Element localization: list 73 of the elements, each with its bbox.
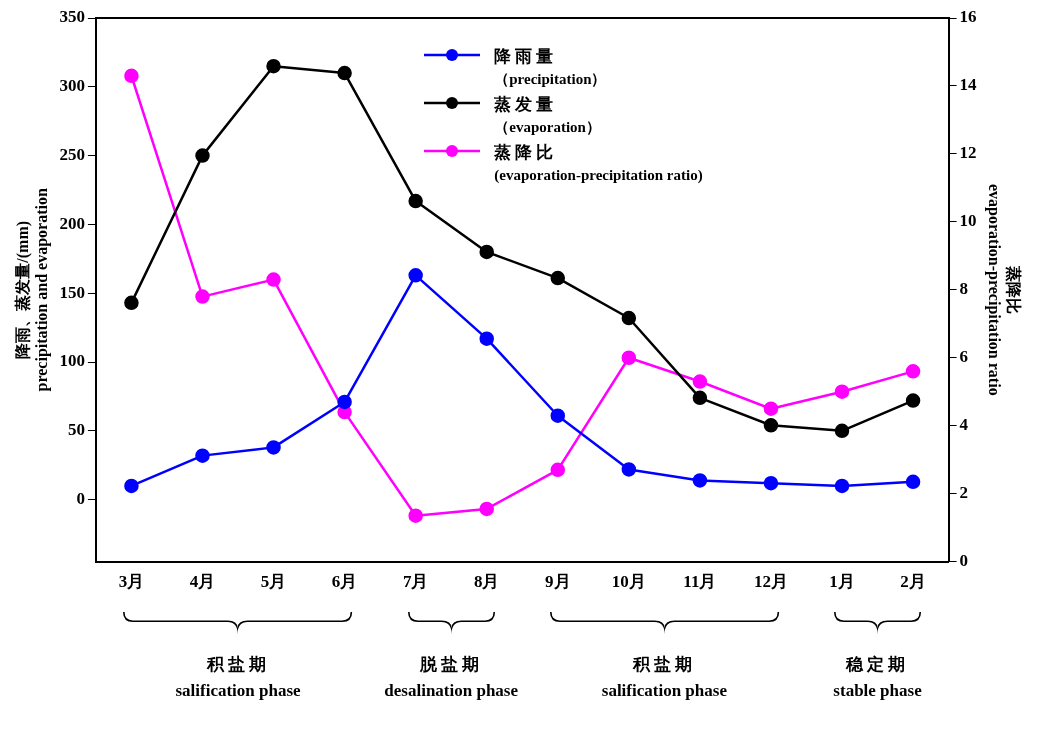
x-tick-label: 11月 [683,572,717,592]
point [195,289,210,304]
x-tick-label: 5月 [260,572,287,592]
point [195,448,210,463]
point [479,501,494,517]
x-tick-label: 10月 [611,572,646,592]
point [124,478,139,494]
point [905,474,921,490]
text: 积盐期 salification phase [601,653,727,702]
y2-tick-label: 6 [959,347,969,367]
y-tick-label: 350 [59,7,85,27]
point [692,390,708,406]
x-tick-label: 2月 [900,572,926,592]
point [834,423,850,439]
point [763,401,779,416]
legend-label: 蒸降比 (evaporation-precipitation ratio) [494,142,703,185]
y2-tick-label: 2 [959,483,969,503]
point [195,148,210,163]
point [124,68,139,84]
point [621,350,637,365]
point [550,408,566,423]
point [763,418,779,433]
y-axis-title: 降雨、蒸发量/(mm) precipitation and evaporation [13,188,51,392]
point [763,475,779,491]
y2-axis-title: 蒸降比 evaporation-precipitation ratio [985,183,1023,396]
x-tick-label: 12月 [753,572,788,592]
x-tick-label: 3月 [118,572,145,592]
point [337,394,352,410]
y-tick-label: 50 [67,420,85,440]
legend-label: 蒸发量（evaporation） [494,94,601,137]
point [266,272,281,287]
x-tick-label: 8月 [473,572,500,592]
text: 脱盐期 desalination phase [384,653,519,702]
y2-tick-label: 14 [959,75,978,95]
y-tick-label: 0 [76,489,85,509]
point [834,478,850,494]
legend-label: 降雨量（precipitation） [494,46,607,89]
point [408,193,423,209]
point [905,364,921,379]
point [124,295,139,311]
point [266,440,281,455]
y-tick-label: 250 [59,145,85,165]
text: 积盐期 salification phase [175,653,301,702]
x-tick-label: 4月 [189,572,216,592]
y-tick-label: 300 [59,76,85,96]
point [337,65,352,81]
point [408,268,423,283]
y-tick-label: 200 [59,213,85,233]
point [905,393,921,408]
y2-tick-label: 8 [959,279,969,299]
point [621,462,637,477]
x-tick-label: 9月 [545,572,571,592]
point [621,310,637,326]
y2-tick-label: 4 [959,415,969,435]
y2-tick-label: 0 [959,550,969,570]
point [479,331,494,346]
text: 稳定期 stable phase [833,653,922,702]
y-tick-label: 150 [59,282,85,302]
x-tick-label: 7月 [402,572,429,592]
x-tick-label: 1月 [829,572,855,592]
point [550,462,566,478]
y-tick-label: 100 [59,351,85,371]
y2-tick-label: 16 [959,7,977,27]
point [692,374,708,389]
point [834,384,850,399]
point [692,473,708,488]
point [266,58,281,74]
y2-tick-label: 12 [959,143,977,163]
point [479,244,494,260]
point [408,508,423,523]
y2-tick-label: 10 [959,211,977,231]
x-tick-label: 6月 [331,572,358,592]
point [550,270,566,286]
